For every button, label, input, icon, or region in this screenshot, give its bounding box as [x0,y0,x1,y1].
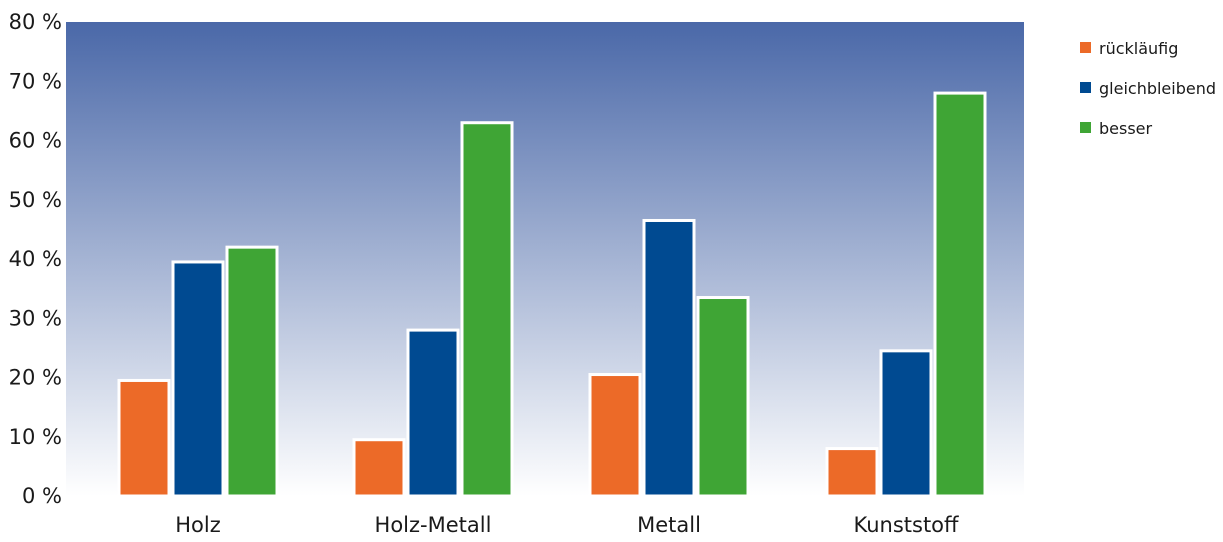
x-category-label: Metall [637,513,701,537]
bar-2-0 [588,373,642,498]
legend-label: rückläufig [1099,39,1178,58]
bar-1-2 [460,121,514,498]
bar-0-2 [225,245,279,498]
y-tick-label: 10 % [9,425,62,449]
x-category-label: Holz-Metall [375,513,492,537]
bar-1-1 [406,328,460,498]
bar-3-2 [933,91,987,498]
y-tick-label: 80 % [9,10,62,34]
bar-3-1 [879,349,933,498]
bars-group [117,91,987,498]
y-tick-label: 30 % [9,306,62,330]
y-tick-label: 60 % [9,129,62,153]
bar-1-0 [352,438,406,498]
bar-0-1 [171,260,225,498]
y-tick-label: 50 % [9,188,62,212]
y-tick-label: 0 % [22,484,62,508]
bar-2-1 [642,218,696,498]
bar-3-0 [825,447,879,498]
legend-swatch [1080,82,1091,93]
legend-swatch [1080,122,1091,133]
legend-label: besser [1099,119,1153,138]
y-tick-label: 20 % [9,366,62,390]
y-tick-label: 40 % [9,247,62,271]
bar-0-0 [117,378,171,498]
y-axis-ticks: 0 % 10 % 20 % 30 % 40 % 50 % 60 % 70 % 80 % [9,10,62,508]
legend-swatch [1080,42,1091,53]
x-axis-categories: Holz Holz-Metall Metall Kunststoff [175,513,959,537]
y-tick-label: 70 % [9,69,62,93]
legend-label: gleichbleibend [1099,79,1216,98]
bar-2-2 [696,296,750,498]
x-category-label: Kunststoff [853,513,959,537]
x-category-label: Holz [175,513,221,537]
legend: rückläufig gleichbleibend besser [1080,39,1216,138]
